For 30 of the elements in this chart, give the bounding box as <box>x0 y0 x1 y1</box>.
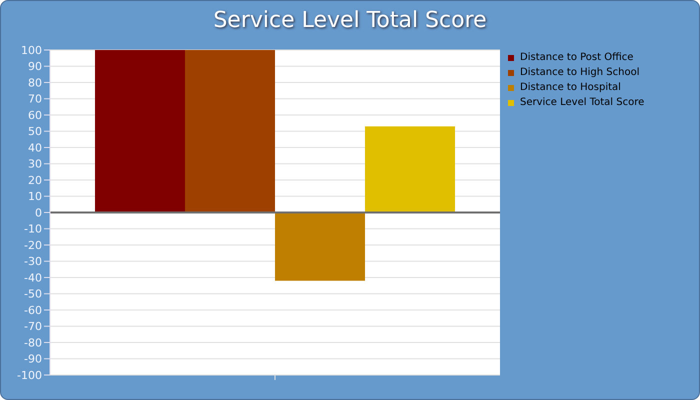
legend-label: Service Level Total Score <box>520 97 644 108</box>
legend-label: Distance to Hospital <box>520 82 621 93</box>
y-tick-label: 40 <box>28 141 42 154</box>
legend-label: Distance to Post Office <box>520 52 634 63</box>
y-tick-label: -100 <box>17 368 42 382</box>
legend-label: Distance to High School <box>520 67 640 78</box>
y-tick-label: -20 <box>24 238 42 252</box>
y-tick-label: 30 <box>28 158 42 171</box>
y-tick-label: -80 <box>24 336 42 350</box>
y-tick-label: -30 <box>24 255 42 268</box>
y-tick-label: 10 <box>28 190 42 204</box>
bar <box>365 126 455 212</box>
y-tick-label: 80 <box>28 76 42 90</box>
y-tick-label: -70 <box>24 320 42 334</box>
y-tick-label: -50 <box>24 288 42 301</box>
y-tick-label: 90 <box>28 60 42 74</box>
bar <box>95 50 185 212</box>
y-tick-label: -10 <box>24 222 42 236</box>
y-tick-label: 20 <box>28 174 42 187</box>
chart-title: Service Level Total Score <box>212 8 488 33</box>
y-tick-label: 60 <box>28 108 42 122</box>
bar <box>185 50 275 212</box>
bar <box>275 212 365 281</box>
y-tick-label: 50 <box>28 125 42 138</box>
y-tick-label: -60 <box>24 304 42 317</box>
y-tick-label: 70 <box>28 92 42 106</box>
y-tick-label: -90 <box>24 352 42 366</box>
y-tick-label: -40 <box>24 271 42 284</box>
y-tick-label: 100 <box>21 44 42 57</box>
y-tick-label: 0 <box>35 206 42 220</box>
